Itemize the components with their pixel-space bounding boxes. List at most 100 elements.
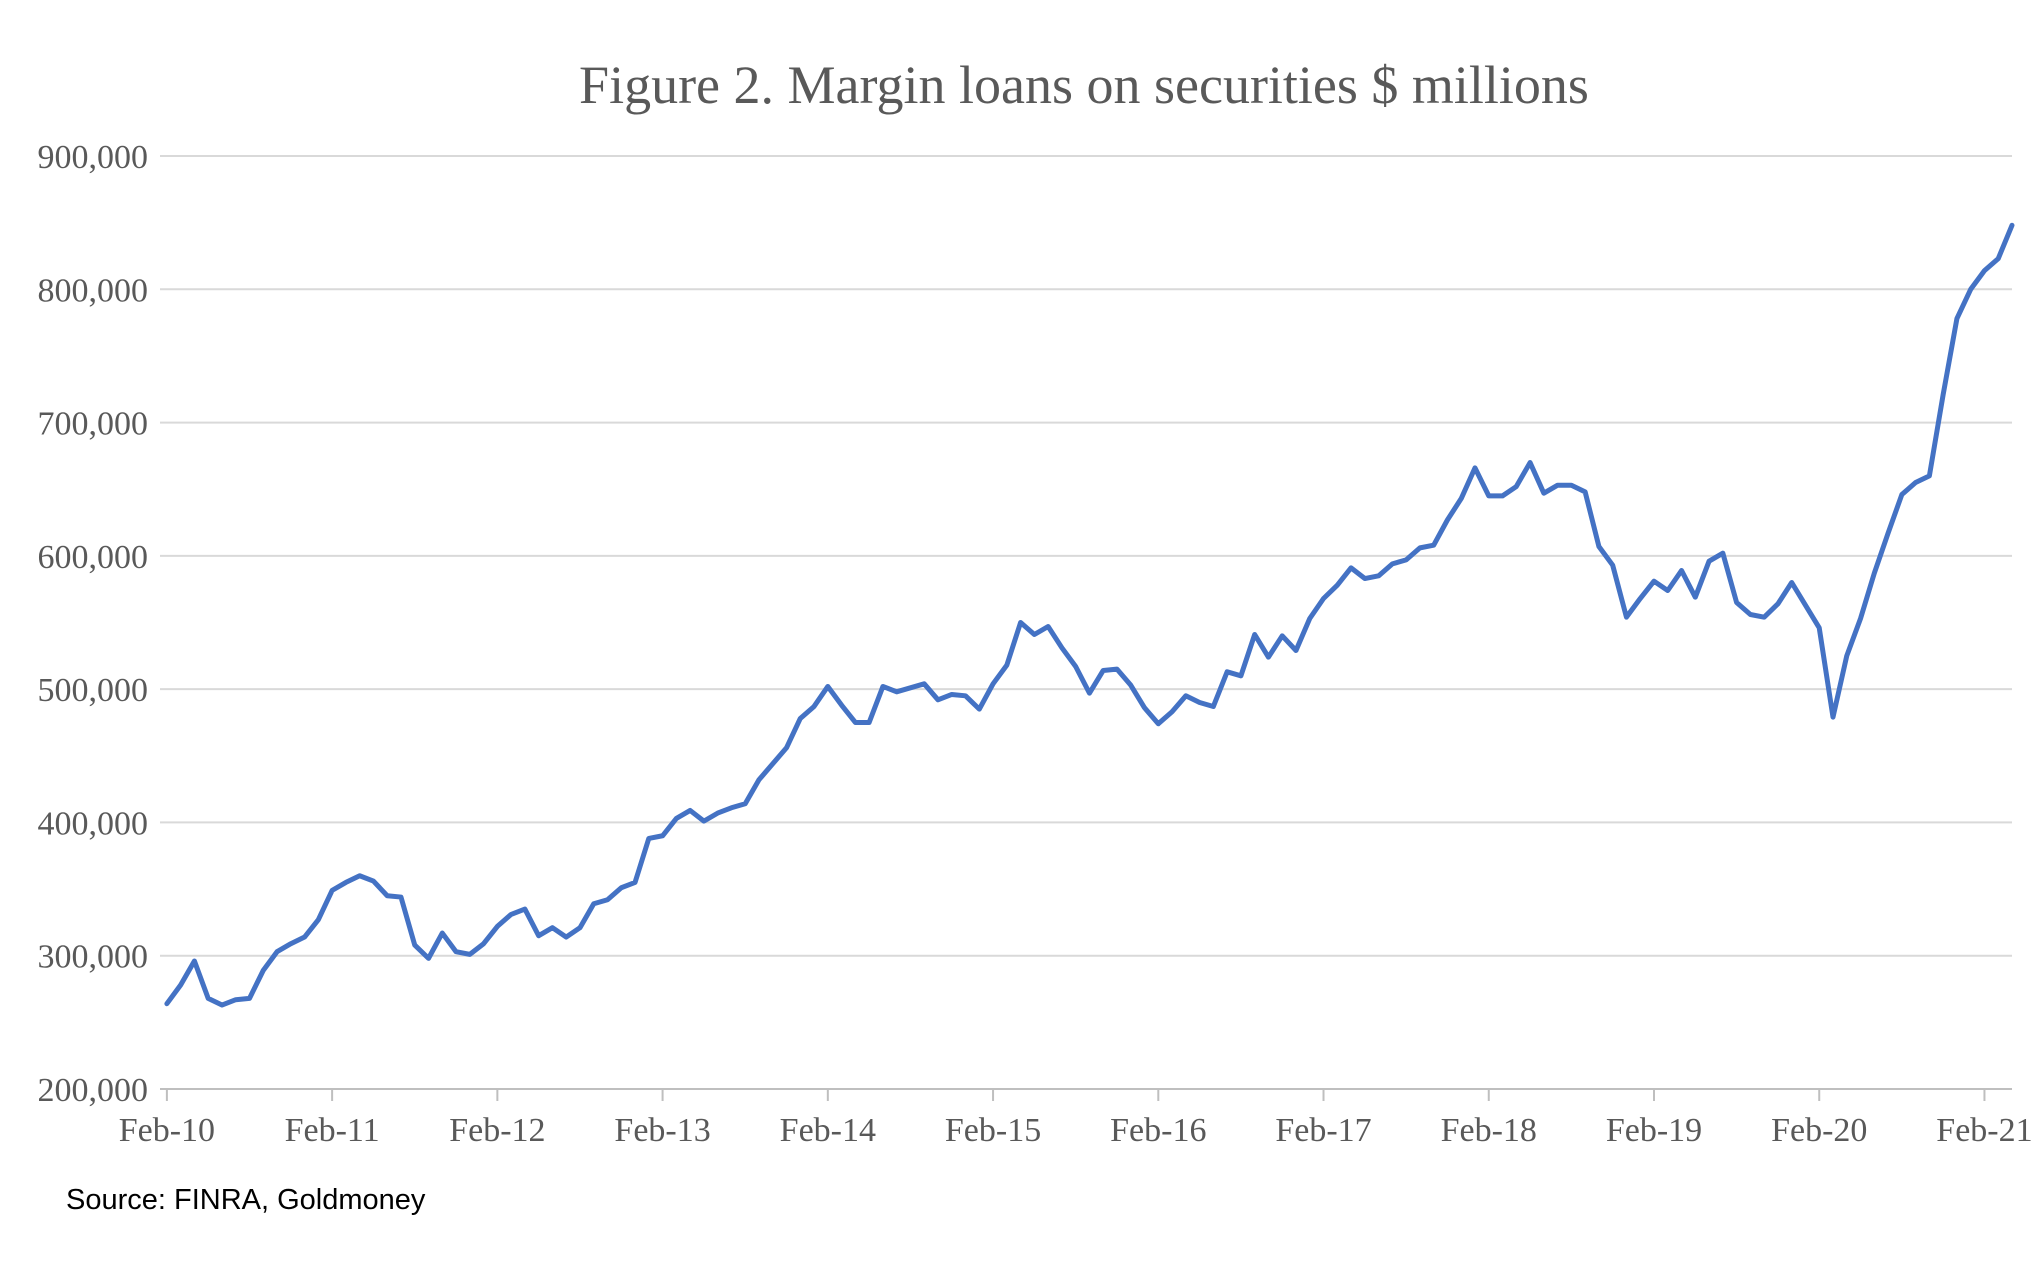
data-point [853, 720, 857, 724]
data-point [523, 907, 527, 911]
x-tick-label: Feb-10 [119, 1112, 215, 1149]
data-point [468, 952, 472, 956]
data-point [1473, 466, 1477, 470]
data-point [702, 819, 706, 823]
y-tick-label: 200,000 [38, 1072, 149, 1109]
data-point [482, 942, 486, 946]
data-point [895, 690, 899, 694]
x-tick-label: Feb-18 [1441, 1112, 1537, 1149]
data-point [1886, 531, 1890, 535]
chart-title: Figure 2. Margin loans on securities $ m… [579, 55, 1589, 115]
data-point [1831, 715, 1835, 719]
data-point [729, 806, 733, 810]
data-point [964, 694, 968, 698]
data-point [1845, 654, 1849, 658]
data-point [2010, 223, 2014, 227]
data-point [1322, 597, 1326, 601]
data-point [1074, 664, 1078, 668]
data-point [1404, 558, 1408, 562]
data-point [371, 879, 375, 883]
data-point [1528, 461, 1532, 465]
data-point [1459, 497, 1463, 501]
data-point [1859, 617, 1863, 621]
data-point [1143, 706, 1147, 710]
data-point [908, 686, 912, 690]
data-point [1046, 625, 1050, 629]
data-point [1032, 633, 1036, 637]
data-point [316, 918, 320, 922]
data-point [1776, 602, 1780, 606]
data-point [358, 874, 362, 878]
data-point [344, 880, 348, 884]
data-point [1363, 577, 1367, 581]
y-tick-label: 300,000 [38, 939, 149, 976]
data-point [1680, 569, 1684, 573]
data-point [1652, 579, 1656, 583]
data-point [1982, 269, 1986, 273]
data-point [1253, 633, 1257, 637]
data-point [1156, 722, 1160, 726]
data-point [826, 684, 830, 688]
data-point [578, 926, 582, 930]
data-point [619, 886, 623, 890]
data-point [1335, 583, 1339, 587]
data-point [840, 703, 844, 707]
data-point [991, 682, 995, 686]
data-point [1900, 493, 1904, 497]
data-point [1129, 683, 1133, 687]
data-point [1308, 617, 1312, 621]
y-axis: 200,000 300,000 400,000 500,000 600,000 700,0… [38, 139, 149, 1109]
y-tick-label: 700,000 [38, 406, 149, 443]
data-point [1184, 694, 1188, 698]
data-point [1294, 648, 1298, 652]
series-group [164, 222, 2015, 1008]
data-point [1225, 670, 1229, 674]
data-point [1019, 621, 1023, 625]
source-note: Source: FINRA, Goldmoney [66, 1184, 426, 1216]
data-point [743, 802, 747, 806]
data-point [206, 996, 210, 1000]
data-point [234, 998, 238, 1002]
x-tick-label: Feb-17 [1275, 1112, 1371, 1149]
data-point [537, 934, 541, 938]
x-tick-label: Feb-11 [285, 1112, 380, 1149]
data-point [165, 1002, 169, 1006]
x-tick-label: Feb-12 [449, 1112, 545, 1149]
y-tick-label: 400,000 [38, 805, 149, 842]
data-point [757, 778, 761, 782]
data-point [1487, 494, 1491, 498]
data-point [592, 902, 596, 906]
data-point [399, 895, 403, 899]
data-point [1005, 663, 1009, 667]
data-point [1707, 559, 1711, 563]
data-point [1748, 613, 1752, 617]
data-point [495, 924, 499, 928]
data-point [674, 816, 678, 820]
x-tick-label: Feb-20 [1771, 1112, 1867, 1149]
data-point [1349, 566, 1353, 570]
data-point [440, 931, 444, 935]
y-tick-label: 900,000 [38, 139, 149, 176]
data-point [1556, 483, 1560, 487]
data-point [1377, 574, 1381, 578]
data-point [1969, 287, 1973, 291]
data-point [1941, 393, 1945, 397]
data-point [564, 935, 568, 939]
x-tick-label: Feb-14 [780, 1112, 876, 1149]
data-point [454, 950, 458, 954]
data-point [1198, 700, 1202, 704]
data-point [1266, 655, 1270, 659]
data-point [1239, 674, 1243, 678]
y-tick-label: 500,000 [38, 672, 149, 709]
data-point [550, 926, 554, 930]
data-point [179, 983, 183, 987]
x-tick-label: Feb-15 [945, 1112, 1041, 1149]
y-tick-label: 800,000 [38, 272, 149, 309]
data-point [688, 808, 692, 812]
data-point [812, 704, 816, 708]
data-point [1693, 595, 1697, 599]
data-point [1597, 545, 1601, 549]
data-point [1170, 710, 1174, 714]
data-point [950, 692, 954, 696]
data-point [220, 1003, 224, 1007]
